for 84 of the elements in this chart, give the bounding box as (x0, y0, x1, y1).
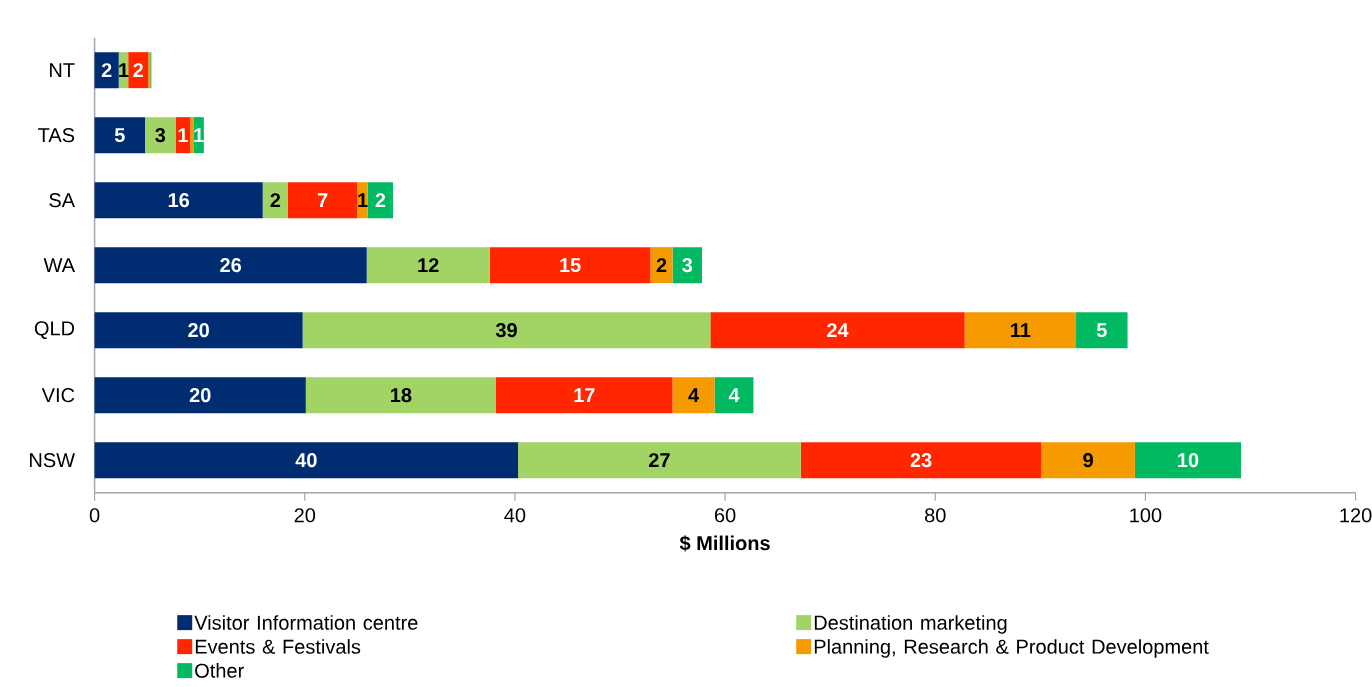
bar (366, 247, 490, 284)
bar (672, 247, 702, 284)
bar (94, 312, 303, 349)
y-tick-label: QLD (34, 321, 75, 340)
data-label: 2 (656, 258, 667, 273)
y-tick-label: VIC (41, 388, 75, 403)
bar (672, 377, 715, 414)
bar (305, 377, 496, 414)
bar (489, 247, 651, 284)
legend-label: Visitor Information centre (194, 615, 418, 630)
bar (94, 52, 119, 89)
data-label: 5 (114, 128, 125, 143)
bar (964, 312, 1077, 349)
bar (650, 247, 673, 284)
bar (287, 182, 358, 219)
data-label: 23 (910, 453, 932, 468)
data-label: 4 (728, 388, 740, 403)
y-tick-label: TAS (38, 128, 75, 143)
data-label: 2 (101, 63, 112, 78)
data-label: 39 (495, 323, 517, 338)
data-label: 7 (317, 193, 328, 208)
bar (1134, 442, 1242, 479)
x-tick-label: 80 (924, 508, 946, 523)
x-tick-label: 100 (1130, 508, 1162, 523)
data-label: 5 (1096, 323, 1107, 338)
x-tick-label: 20 (294, 508, 316, 523)
x-tick-label: 60 (714, 508, 736, 523)
data-label: 3 (155, 128, 166, 143)
bar (94, 182, 263, 219)
data-label: 17 (574, 388, 595, 403)
data-label: 40 (295, 453, 317, 468)
legend-label: Planning, Research & Product Development (814, 639, 1209, 658)
data-label: 26 (220, 258, 242, 273)
data-label: 2 (133, 63, 143, 78)
bar (714, 377, 754, 414)
bar (145, 117, 176, 154)
data-label: 4 (688, 388, 700, 403)
x-tick-label: 0 (89, 508, 100, 523)
bar (94, 117, 146, 154)
data-label: 11 (1011, 323, 1031, 338)
data-label: 1 (178, 128, 188, 143)
y-tick-label: SA (49, 193, 76, 208)
legend-label: Other (195, 663, 244, 678)
data-label: 1 (194, 128, 204, 143)
data-label: 9 (1083, 453, 1093, 468)
bar (190, 117, 194, 154)
data-label: 12 (418, 258, 439, 273)
x-tick-label: 120 (1340, 508, 1372, 523)
bar (1041, 442, 1135, 479)
data-label: 2 (375, 193, 386, 208)
data-label: 1 (358, 193, 368, 208)
bar (302, 312, 711, 349)
bar (518, 442, 801, 479)
bar (94, 442, 519, 479)
data-label: 2 (270, 193, 281, 208)
y-tick-label: WA (43, 258, 76, 273)
x-axis-title: $ Millions (679, 535, 770, 552)
bar (262, 182, 288, 219)
bar (710, 312, 965, 349)
bar (367, 182, 394, 219)
bar (800, 442, 1042, 479)
y-tick-label: NSW (30, 453, 75, 468)
data-label: 15 (560, 258, 581, 273)
bar (128, 52, 149, 89)
bar (94, 247, 367, 284)
data-label: 10 (1178, 453, 1199, 468)
bar (357, 182, 368, 219)
legend-label: Destination marketing (814, 615, 1007, 634)
bar (496, 377, 673, 414)
data-label: 27 (648, 453, 670, 468)
data-label: 18 (391, 388, 412, 403)
data-label: 1 (119, 63, 129, 78)
data-label: 24 (827, 323, 849, 338)
legend-label: Events & Festivals (195, 639, 361, 654)
bar (193, 117, 204, 154)
data-label: 20 (189, 388, 211, 403)
data-label: 16 (168, 193, 190, 208)
data-label: 3 (682, 258, 693, 273)
x-tick-label: 40 (504, 508, 526, 523)
bar (175, 117, 191, 154)
bar (1076, 312, 1128, 349)
data-label: 20 (188, 323, 209, 338)
y-tick-label: NT (50, 63, 75, 78)
bar (94, 377, 306, 414)
